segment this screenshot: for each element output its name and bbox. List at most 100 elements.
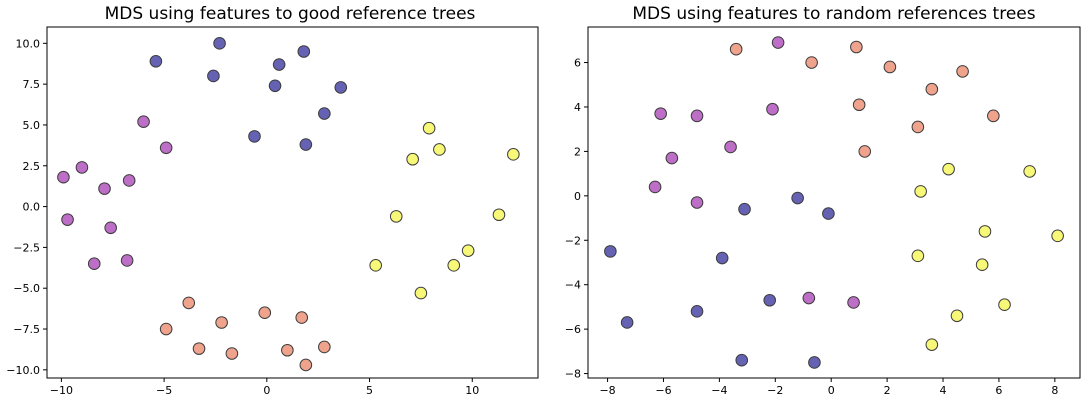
scatter-point	[620, 316, 634, 329]
x-tick-label: 10	[465, 384, 479, 397]
chart-title: MDS using features to random references …	[632, 4, 1035, 24]
y-tick-label: 10.0	[16, 37, 41, 50]
scatter-point	[406, 152, 419, 166]
x-tick-label: −4	[711, 384, 727, 397]
scatter-point	[604, 245, 617, 258]
scatter-point	[942, 162, 955, 176]
y-tick-label: 2.5	[23, 160, 41, 173]
scatter-points	[57, 37, 520, 372]
y-tick-label: −2	[565, 234, 581, 247]
y-tick-label: −5.0	[13, 282, 40, 295]
plot-frame	[587, 26, 1081, 379]
scatter-point	[665, 151, 679, 165]
scatter-point	[978, 225, 992, 238]
scatter-point	[369, 259, 383, 272]
scatter-point	[461, 244, 475, 257]
scatter-point	[98, 182, 111, 195]
x-tick-label: 8	[1051, 384, 1058, 397]
scatter-point	[738, 202, 751, 216]
scatter-point	[852, 98, 866, 112]
scatter-point	[956, 65, 969, 78]
scatter-point	[281, 343, 294, 357]
scatter-point	[763, 293, 777, 307]
scatter-point	[715, 251, 729, 265]
x-tick-label: −10	[50, 384, 73, 397]
scatter-point	[998, 298, 1011, 311]
axis-ticks: −10 −5 0 5 10 10.0 7.5 5.0 2.5 0.0 −2.5 −5.0 −7.5 −10…	[6, 37, 479, 397]
scatter-point	[248, 130, 261, 143]
axis-ticks: −8 −6 −4 −2 0 2 4 6 8 6 4 2 0 −2 −4 −6 −8	[565, 57, 1059, 397]
scatter-point	[766, 102, 779, 116]
scatter-point	[847, 296, 860, 309]
scatter-point	[822, 207, 835, 220]
x-tick-label: 0	[263, 384, 270, 397]
scatter-point	[925, 338, 939, 351]
y-tick-label: 4	[574, 101, 581, 114]
x-tick-label: 6	[995, 384, 1002, 397]
y-tick-label: 2	[574, 145, 581, 158]
scatter-point	[104, 221, 117, 235]
scatter-point	[808, 356, 821, 369]
scatter-point	[914, 185, 927, 198]
scatter-point	[225, 347, 239, 360]
scatter-point	[883, 60, 897, 74]
scatter-point	[334, 81, 348, 94]
scatter-point	[850, 40, 863, 54]
scatter-point	[911, 249, 925, 263]
scatter-point	[735, 353, 749, 367]
y-tick-label: −8	[565, 368, 581, 381]
y-tick-label: 0	[574, 190, 581, 203]
scatter-point	[414, 286, 428, 300]
chart-good-reference-trees: MDS using features to good reference tre…	[6, 4, 539, 397]
scatter-point	[192, 342, 206, 355]
x-tick-label: 0	[828, 384, 835, 397]
scatter-point	[654, 107, 667, 120]
scatter-point	[791, 191, 804, 205]
x-tick-label: 5	[366, 384, 373, 397]
scatter-point	[215, 316, 228, 329]
scatter-point	[987, 109, 1000, 123]
y-tick-label: −7.5	[13, 323, 40, 336]
x-tick-label: −2	[767, 384, 783, 397]
scatter-point	[258, 306, 272, 319]
scatter-point	[318, 107, 331, 120]
scatter-point	[507, 148, 520, 161]
scatter-point	[422, 121, 436, 135]
scatter-point	[137, 115, 150, 128]
scatter-point	[297, 45, 311, 58]
scatter-point	[318, 340, 331, 354]
scatter-point	[389, 210, 403, 223]
scatter-point	[447, 259, 461, 272]
y-tick-label: 5.0	[23, 119, 41, 132]
chart-title: MDS using features to good reference tre…	[105, 4, 476, 24]
scatter-point	[1023, 165, 1036, 178]
scatter-point	[87, 257, 101, 271]
scatter-point	[925, 82, 939, 96]
scatter-point	[268, 79, 282, 93]
y-tick-label: −4	[565, 279, 581, 292]
scatter-point	[724, 140, 737, 154]
scatter-point	[149, 54, 163, 68]
scatter-point	[805, 56, 818, 69]
x-tick-label: 2	[884, 384, 891, 397]
y-tick-label: 6	[574, 57, 581, 70]
scatter-point	[690, 196, 704, 209]
x-tick-label: −5	[156, 384, 172, 397]
scatter-point	[57, 170, 70, 184]
scatter-point	[61, 213, 74, 226]
y-tick-label: −2.5	[13, 241, 40, 254]
scatter-point	[159, 141, 173, 155]
y-tick-label: −10.0	[6, 364, 40, 377]
scatter-point	[295, 311, 309, 324]
scatter-point	[433, 143, 446, 156]
x-tick-label: −8	[599, 384, 615, 397]
scatter-point	[771, 36, 785, 49]
scatter-point	[492, 208, 506, 222]
scatter-point	[207, 69, 220, 83]
scatter-point	[122, 174, 136, 187]
scatter-point	[213, 37, 226, 50]
scatter-point	[159, 322, 173, 336]
scatter-point	[299, 358, 313, 372]
scatter-point	[950, 309, 964, 323]
